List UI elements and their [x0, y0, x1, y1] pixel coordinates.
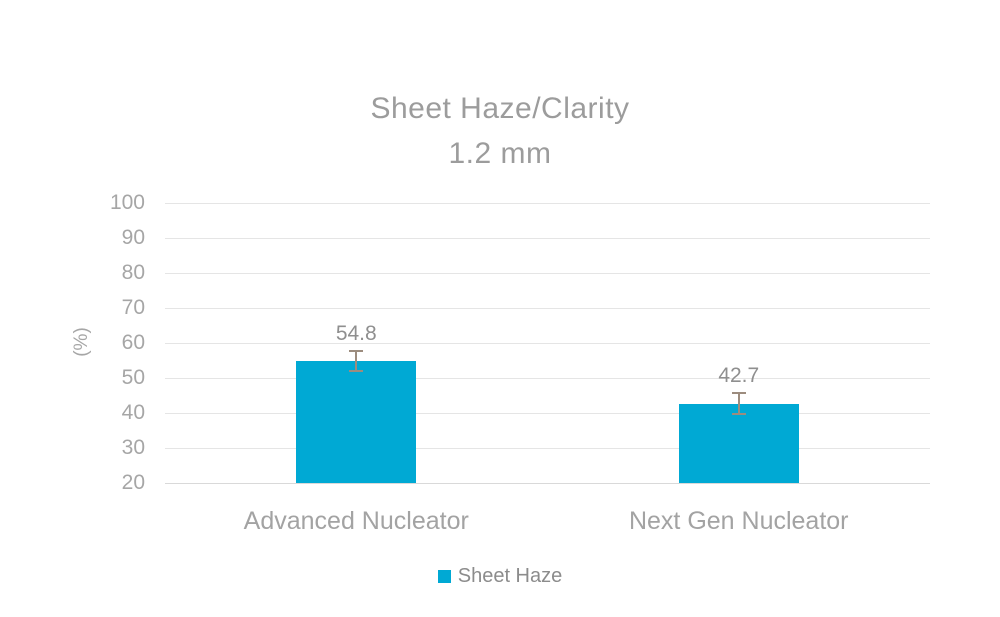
category-label: Advanced Nucleator: [243, 507, 469, 535]
category-label: Next Gen Nucleator: [628, 507, 849, 535]
y-tick-label: 70: [121, 296, 145, 319]
gridline: [165, 378, 930, 379]
chart-title-line1: Sheet Haze/Clarity: [370, 92, 630, 125]
y-tick-label: 80: [121, 261, 145, 284]
bar-advanced-nucleator: [296, 361, 417, 483]
error-bar-line: [737, 393, 740, 414]
gridline: [165, 273, 930, 274]
y-tick-label: 50: [121, 366, 145, 389]
bar-next-gen-nucleator: [678, 403, 799, 483]
chart-title: Sheet Haze/Clarity 1.2 mm: [0, 86, 1000, 176]
legend-swatch-icon: [437, 569, 451, 583]
error-bar-top-cap: [349, 350, 364, 353]
y-tick-label: 100: [109, 191, 145, 214]
error-bar-bottom-cap: [349, 370, 364, 373]
error-bar-bottom-cap: [731, 412, 746, 415]
gridline: [165, 203, 930, 204]
x-axis-line: [165, 483, 930, 484]
gridline: [165, 448, 930, 449]
y-tick-label: 30: [121, 436, 145, 459]
error-bar-line: [355, 351, 358, 372]
legend: Sheet Haze: [0, 562, 1000, 590]
data-label: 42.7: [718, 364, 760, 388]
y-tick-label: 40: [121, 401, 145, 424]
gridline: [165, 308, 930, 309]
data-label: 54.8: [335, 322, 377, 346]
legend-label: Sheet Haze: [457, 564, 563, 587]
y-tick-label: 60: [121, 331, 145, 354]
y-tick-label: 90: [121, 226, 145, 249]
chart-title-line2: 1.2 mm: [448, 137, 552, 170]
gridline: [165, 343, 930, 344]
y-tick-label: 20: [121, 471, 145, 494]
error-bar-top-cap: [731, 392, 746, 395]
gridline: [165, 413, 930, 414]
gridline: [165, 238, 930, 239]
